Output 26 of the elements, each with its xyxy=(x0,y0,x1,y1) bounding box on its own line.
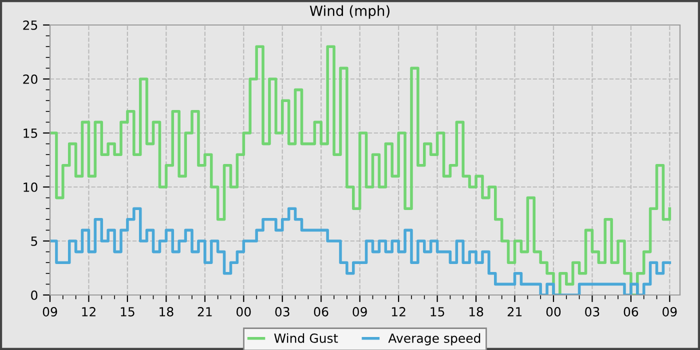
x-tick-label: 12 xyxy=(82,307,96,316)
y-tick-label: 0 xyxy=(31,290,38,300)
y-tick-label: 10 xyxy=(24,182,38,192)
y-tick-label: 15 xyxy=(24,128,38,138)
x-tick-label: 18 xyxy=(160,307,174,316)
x-tick-label: 03 xyxy=(275,307,290,316)
x-tick-label: 09 xyxy=(352,307,367,316)
x-tick-label: 09 xyxy=(662,307,677,316)
y-tick-label: 20 xyxy=(23,74,38,84)
x-tick-label: 06 xyxy=(624,307,638,316)
y-tick-label: 25 xyxy=(23,20,38,30)
x-tick-label: 12 xyxy=(392,307,406,316)
x-tick-label: 21 xyxy=(508,307,522,316)
x-tick-label: 18 xyxy=(469,307,484,316)
x-tick-label: 00 xyxy=(546,307,561,316)
x-tick-label: 00 xyxy=(236,307,251,316)
x-tick-label: 15 xyxy=(430,307,444,316)
legend-label: Wind Gust xyxy=(274,333,338,343)
x-tick-label: 15 xyxy=(120,307,134,316)
legend-label: Average speed xyxy=(388,333,480,346)
x-tick-label: 06 xyxy=(314,307,328,316)
x-tick-label: 03 xyxy=(585,307,600,316)
y-tick-label: 5 xyxy=(31,236,38,246)
x-tick-label: 09 xyxy=(42,307,58,316)
chart-title: Wind (mph) xyxy=(310,5,390,19)
x-tick-label: 21 xyxy=(198,307,212,316)
